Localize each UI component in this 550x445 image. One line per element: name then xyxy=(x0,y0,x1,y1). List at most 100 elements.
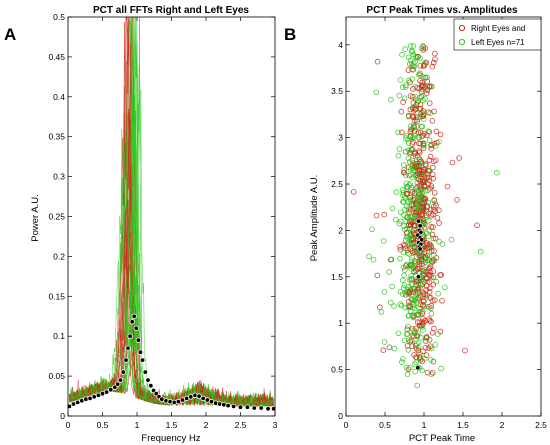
scatter-point xyxy=(431,252,437,259)
scatter-point xyxy=(405,77,412,84)
x-tick-label: 0 xyxy=(66,420,71,430)
scatter-point xyxy=(414,382,421,389)
scatter-point xyxy=(397,301,404,308)
scatter-point xyxy=(412,368,419,375)
spectrum-spike xyxy=(136,64,143,353)
scatter-point xyxy=(386,344,393,351)
mean-point xyxy=(244,404,251,410)
scatter-point xyxy=(427,343,434,350)
scatter-point xyxy=(416,162,423,168)
scatter-point xyxy=(405,240,412,246)
scatter-point xyxy=(430,274,437,281)
scatter-point xyxy=(398,108,405,115)
scatter-point xyxy=(429,369,436,376)
scatter-point xyxy=(406,312,412,319)
scatter-point xyxy=(393,189,400,196)
scatter-point xyxy=(439,297,445,304)
scatter-point xyxy=(454,197,460,203)
mean-point xyxy=(196,393,202,399)
scatter-point xyxy=(409,166,416,172)
scatter-point xyxy=(431,197,438,203)
scatter-point xyxy=(400,264,407,271)
scatter-point xyxy=(388,256,395,263)
scatter-point xyxy=(411,269,417,276)
spectrum-spike xyxy=(129,112,136,353)
scatter-point xyxy=(421,268,427,275)
scatter-point xyxy=(407,206,414,213)
scatter-point xyxy=(406,159,413,165)
scatter-point xyxy=(412,94,419,100)
scatter-point xyxy=(402,135,409,141)
chart-a-title: PCT all FFTs Right and Left Eyes xyxy=(93,5,249,16)
x-tick-label: 3 xyxy=(273,420,278,430)
scatter-point xyxy=(435,290,442,297)
scatter-point xyxy=(431,108,437,115)
scatter-point xyxy=(411,258,418,265)
scatter-point xyxy=(397,77,404,83)
mean-point xyxy=(251,405,257,411)
scatter-point xyxy=(398,129,405,136)
scatter-point xyxy=(413,123,420,130)
scatter-point xyxy=(405,155,412,162)
y-tick-label: 0.1 xyxy=(53,331,65,341)
scatter-point xyxy=(376,304,383,311)
mean-point xyxy=(133,325,139,331)
scatter-point xyxy=(413,106,419,112)
x-tick-label: 1.5 xyxy=(166,420,178,430)
scatter-point xyxy=(389,283,395,290)
scatter-point xyxy=(411,361,418,367)
mean-point xyxy=(417,223,423,229)
scatter-point xyxy=(402,46,409,52)
mean-point xyxy=(415,365,421,371)
scatter-point xyxy=(370,256,377,263)
mean-point xyxy=(129,319,135,325)
scatter-point xyxy=(415,347,422,354)
chart-b-y-label: Peak Amplitude A.U. xyxy=(309,175,320,262)
scatter-point xyxy=(401,272,407,279)
legend-box xyxy=(453,18,542,51)
scatter-point xyxy=(395,129,401,136)
mean-point xyxy=(167,398,173,405)
x-tick-label: 2 xyxy=(204,420,209,430)
scatter-point xyxy=(423,352,430,359)
mean-point xyxy=(225,402,231,409)
y-tick-label: 0.15 xyxy=(48,291,65,301)
scatter-point xyxy=(414,198,421,204)
scatter-point xyxy=(405,67,412,73)
scatter-point xyxy=(418,212,425,218)
scatter-point xyxy=(423,283,430,289)
y-tick-label: 0.2 xyxy=(53,251,65,261)
mean-point xyxy=(127,333,133,339)
scatter-point xyxy=(400,291,406,297)
scatter-point xyxy=(369,226,375,233)
scatter-point xyxy=(406,289,413,295)
scatter-point xyxy=(418,256,425,263)
scatter-point xyxy=(424,78,431,85)
scatter-point xyxy=(425,109,432,115)
scatter-point xyxy=(416,189,423,196)
scatter-point xyxy=(432,50,438,57)
y-tick-label: 0.4 xyxy=(53,92,65,102)
scatter-point xyxy=(420,145,427,151)
scatter-point xyxy=(399,187,406,193)
scatter-point xyxy=(416,156,423,163)
mean-point xyxy=(417,246,423,252)
scatter-point xyxy=(438,272,444,278)
y-tick-label: 3 xyxy=(338,133,343,143)
scatter-point xyxy=(435,331,441,337)
scatter-point xyxy=(408,197,414,204)
scatter-point xyxy=(402,267,408,273)
scatter-point xyxy=(405,140,412,146)
chart-b-plot-area: 0 0.5 1 1.5 2 2.5 0 0.5 1 1.5 2 2.5 3 3.5 4 xyxy=(331,16,547,430)
scatter-point xyxy=(389,205,396,212)
scatter-point xyxy=(428,356,434,363)
scatter-point xyxy=(436,220,442,226)
scatter-point xyxy=(381,289,388,295)
scatter-point xyxy=(474,222,480,229)
y-tick-label: 0.3 xyxy=(53,172,65,182)
scatter-point xyxy=(400,355,406,362)
scatter-point xyxy=(391,345,398,352)
scatter-point xyxy=(415,129,422,136)
mean-point xyxy=(83,396,89,402)
